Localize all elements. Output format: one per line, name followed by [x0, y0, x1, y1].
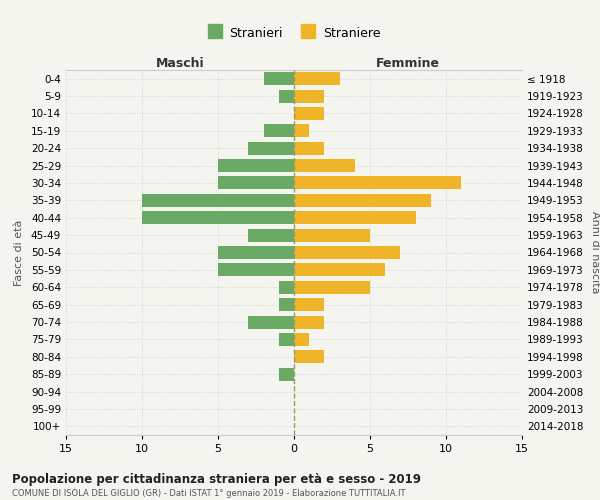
Bar: [142, 211, 294, 224]
Bar: [294, 142, 325, 154]
Text: COMUNE DI ISOLA DEL GIGLIO (GR) - Dati ISTAT 1° gennaio 2019 - Elaborazione TUTT: COMUNE DI ISOLA DEL GIGLIO (GR) - Dati I…: [12, 489, 406, 498]
Y-axis label: Fasce di età: Fasce di età: [14, 220, 24, 286]
Text: Femmine: Femmine: [376, 56, 440, 70]
Bar: [248, 316, 294, 328]
Bar: [279, 298, 294, 311]
Text: Popolazione per cittadinanza straniera per età e sesso - 2019: Popolazione per cittadinanza straniera p…: [12, 472, 421, 486]
Legend: Stranieri, Straniere: Stranieri, Straniere: [203, 22, 385, 44]
Bar: [248, 228, 294, 241]
Bar: [294, 90, 325, 102]
Y-axis label: Anni di nascita: Anni di nascita: [590, 211, 600, 294]
Bar: [294, 333, 309, 346]
Bar: [294, 246, 400, 259]
Bar: [142, 194, 294, 207]
Text: Maschi: Maschi: [155, 56, 205, 70]
Bar: [294, 280, 370, 294]
Bar: [218, 264, 294, 276]
Bar: [294, 298, 325, 311]
Bar: [294, 316, 325, 328]
Bar: [279, 280, 294, 294]
Bar: [294, 176, 461, 190]
Bar: [294, 124, 309, 138]
Bar: [248, 142, 294, 154]
Bar: [279, 368, 294, 380]
Bar: [294, 107, 325, 120]
Bar: [294, 72, 340, 85]
Bar: [294, 159, 355, 172]
Bar: [294, 211, 416, 224]
Bar: [294, 350, 325, 364]
Bar: [294, 264, 385, 276]
Bar: [218, 159, 294, 172]
Bar: [263, 124, 294, 138]
Bar: [294, 194, 431, 207]
Bar: [279, 90, 294, 102]
Bar: [279, 333, 294, 346]
Bar: [294, 228, 370, 241]
Bar: [218, 176, 294, 190]
Bar: [263, 72, 294, 85]
Bar: [218, 246, 294, 259]
